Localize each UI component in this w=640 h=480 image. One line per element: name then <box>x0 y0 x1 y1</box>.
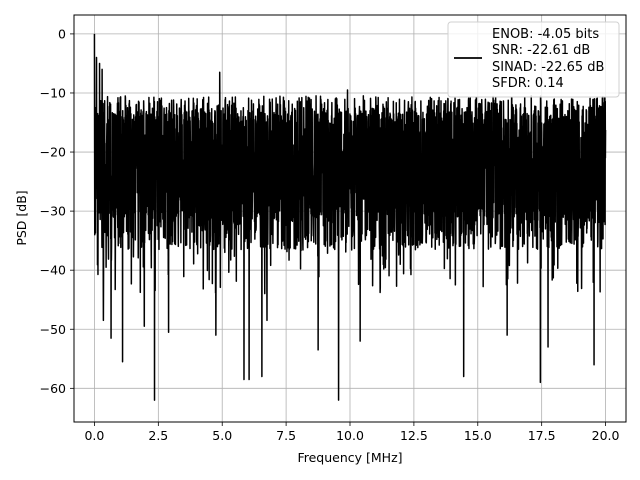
y-tick-label: −40 <box>40 263 66 278</box>
x-tick-label: 7.5 <box>276 428 296 443</box>
psd-series-line <box>93 33 607 401</box>
y-axis-ticks: 0 −10 −20 −30 −40 −50 −60 <box>40 26 74 396</box>
legend: ENOB: -4.05 bits SNR: -22.61 dB SINAD: -… <box>447 21 620 98</box>
x-tick-label: 0.0 <box>84 428 104 443</box>
y-tick-label: −10 <box>40 85 66 100</box>
y-tick-label: −50 <box>40 322 66 337</box>
y-tick-label: −30 <box>40 204 66 219</box>
x-tick-label: 20.0 <box>592 428 620 443</box>
x-tick-label: 5.0 <box>212 428 232 443</box>
x-tick-label: 10.0 <box>336 428 364 443</box>
legend-sinad: SINAD: -22.65 dB <box>492 60 604 75</box>
y-axis-label: PSD [dB] <box>14 190 29 245</box>
legend-enob: ENOB: -4.05 bits <box>492 27 599 42</box>
y-tick-label: 0 <box>58 26 66 41</box>
legend-sfdr: SFDR: 0.14 <box>492 76 564 91</box>
series-layer <box>93 33 607 401</box>
x-tick-label: 17.5 <box>528 428 556 443</box>
x-axis-label: Frequency [MHz] <box>297 450 402 465</box>
y-tick-label: −20 <box>40 145 66 160</box>
x-tick-label: 12.5 <box>400 428 428 443</box>
x-axis-ticks: 0.0 2.5 5.0 7.5 10.0 12.5 15.0 17.5 20.0 <box>84 422 620 443</box>
x-tick-label: 15.0 <box>464 428 492 443</box>
legend-box <box>447 21 620 98</box>
y-tick-label: −60 <box>40 381 66 396</box>
legend-snr: SNR: -22.61 dB <box>492 43 590 58</box>
x-tick-label: 2.5 <box>148 428 168 443</box>
